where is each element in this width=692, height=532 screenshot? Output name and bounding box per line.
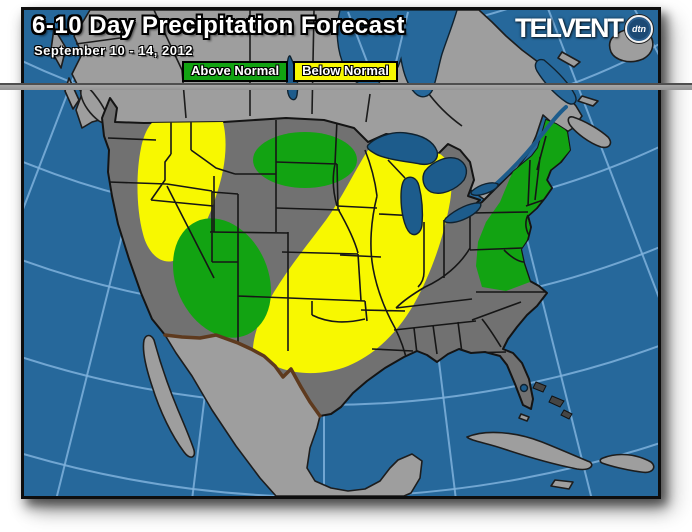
- lake-erie: [443, 202, 482, 224]
- lake-michigan: [400, 176, 424, 236]
- florida-keys: [518, 413, 530, 422]
- page-title: 6-10 Day Precipitation Forecast: [32, 12, 405, 39]
- anticosti-island: [557, 51, 581, 68]
- horizontal-divider: [0, 83, 692, 90]
- legend: Above Normal Below Normal: [182, 61, 398, 82]
- lake-okeechobee: [519, 383, 529, 393]
- forecast-map: 6-10 Day Precipitation Forecast Septembe…: [21, 7, 661, 499]
- baja-california: [142, 334, 196, 458]
- bahamas: [532, 381, 573, 420]
- us-mexico-border: [163, 333, 322, 418]
- lake-huron: [422, 157, 468, 194]
- great-lakes: [366, 105, 568, 393]
- cuba: [466, 431, 593, 471]
- hispaniola: [599, 453, 655, 474]
- state-borders-east: [393, 135, 553, 355]
- lake-superior: [366, 131, 439, 166]
- state-borders-plains: [275, 119, 418, 363]
- legend-below-normal: Below Normal: [293, 61, 398, 82]
- prince-edward-island: [577, 95, 599, 107]
- logo-text: TELVENT: [515, 13, 624, 43]
- vancouver-island: [80, 84, 109, 124]
- mexico-caribbean: [142, 334, 655, 496]
- legend-above-normal: Above Normal: [182, 61, 289, 82]
- nova-scotia: [567, 116, 612, 149]
- date-range: September 10 - 14, 2012: [34, 43, 193, 58]
- region-four-corners-above-normal: [172, 218, 272, 338]
- state-borders-west: [107, 118, 368, 351]
- telvent-logo: TELVENT dtn: [515, 14, 653, 43]
- lake-ontario: [470, 182, 499, 196]
- region-northeast-above-normal: [476, 118, 570, 291]
- region-north-dakota-above-normal: [253, 132, 357, 188]
- st-lawrence-river: [492, 105, 568, 188]
- jamaica: [550, 479, 574, 490]
- dtn-badge-icon: dtn: [625, 15, 653, 43]
- north-america-map: [24, 10, 658, 496]
